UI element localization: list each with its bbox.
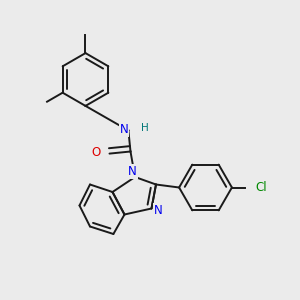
Text: H: H xyxy=(141,123,149,133)
Text: N: N xyxy=(154,203,163,217)
Text: N: N xyxy=(128,165,137,178)
Text: O: O xyxy=(92,146,101,160)
Text: N: N xyxy=(120,123,128,136)
Text: Cl: Cl xyxy=(255,181,267,194)
